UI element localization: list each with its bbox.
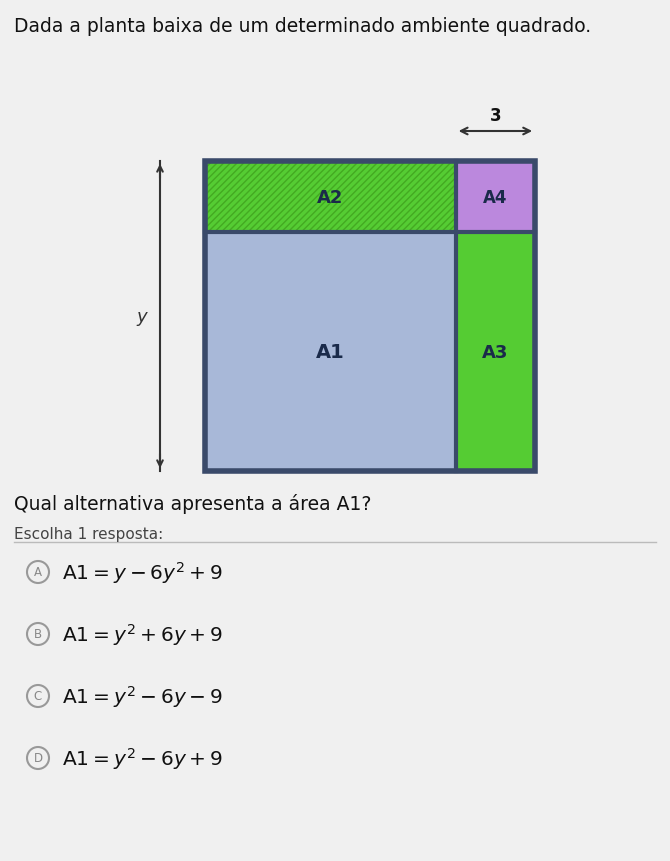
- Bar: [456, 162, 535, 233]
- Text: $\mathrm{A1} = y - 6y^2 + 9$: $\mathrm{A1} = y - 6y^2 + 9$: [62, 560, 223, 585]
- Text: y: y: [137, 307, 147, 325]
- Text: Dada a planta baixa de um determinado ambiente quadrado.: Dada a planta baixa de um determinado am…: [14, 17, 591, 36]
- Text: A3: A3: [482, 344, 509, 362]
- Bar: [205, 162, 535, 472]
- Text: D: D: [34, 752, 43, 765]
- Bar: [456, 233, 535, 472]
- Text: C: C: [34, 690, 42, 703]
- Text: 3: 3: [490, 107, 501, 125]
- Text: A2: A2: [317, 189, 344, 207]
- Text: $\mathrm{A1} = y^2 + 6y + 9$: $\mathrm{A1} = y^2 + 6y + 9$: [62, 622, 223, 647]
- Bar: [205, 162, 456, 233]
- Text: $\mathrm{A1} = y^2 - 6y - 9$: $\mathrm{A1} = y^2 - 6y - 9$: [62, 684, 223, 709]
- Text: A1: A1: [316, 343, 345, 362]
- Text: Escolha 1 resposta:: Escolha 1 resposta:: [14, 526, 163, 542]
- Text: A4: A4: [483, 189, 508, 207]
- Bar: [205, 162, 456, 233]
- Text: $\mathrm{A1} = y^2 - 6y + 9$: $\mathrm{A1} = y^2 - 6y + 9$: [62, 745, 223, 771]
- Text: Qual alternativa apresenta a área A1?: Qual alternativa apresenta a área A1?: [14, 493, 371, 513]
- Text: A: A: [34, 566, 42, 579]
- Text: B: B: [34, 628, 42, 641]
- Bar: [205, 233, 456, 472]
